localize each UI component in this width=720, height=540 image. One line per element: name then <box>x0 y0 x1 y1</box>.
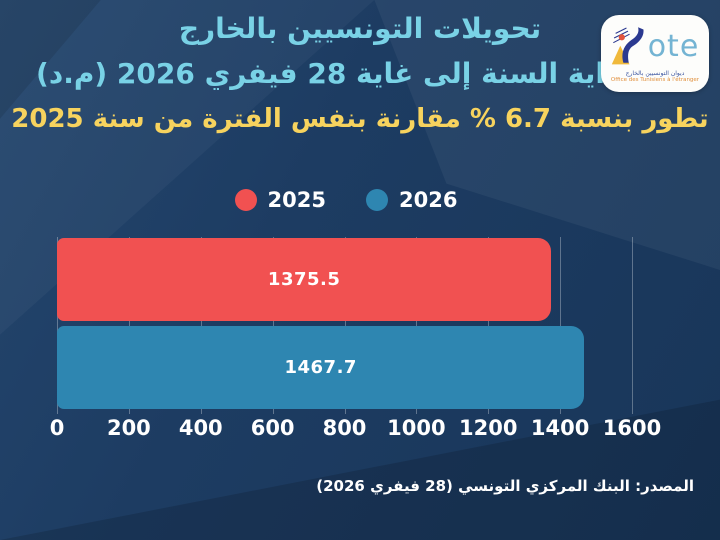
ote-logo: ote ديوان التونسيين بالخارج Office des T… <box>601 15 709 92</box>
gridline <box>416 237 418 414</box>
bar-2025: 1375.5 <box>57 238 552 321</box>
gridline <box>560 237 562 414</box>
ote-french-name: Office des Tunisiens à l'étranger <box>610 76 700 83</box>
legend-dot-2025 <box>234 189 257 211</box>
bar-2025-value: 1375.5 <box>267 269 341 290</box>
x-tick-label: 0 <box>49 416 65 440</box>
legend-label-2026: 2026 <box>399 188 458 212</box>
gridline <box>57 237 58 414</box>
gridline <box>128 237 130 414</box>
ote-logo-row: ote <box>611 24 700 70</box>
x-axis-ticks: 0 200 400 600 800 1000 1200 1400 1600 <box>50 416 662 442</box>
x-tick-label: 1000 <box>387 416 446 440</box>
source-caption: المصدر: البنك المركزي التونسي (28 فيفري … <box>316 477 694 495</box>
bar-chart-plot-area: 1375.5 1467.7 <box>57 237 633 414</box>
ote-wordmark: ote <box>647 29 700 65</box>
bar-2026-value: 1467.7 <box>284 357 357 378</box>
legend-dot-2026 <box>366 189 388 211</box>
growth-subtitle: تطور بنسبة 6.7 % مقارنة بنفس الفترة من س… <box>11 103 709 134</box>
chart-legend: 2025 2026 <box>0 188 706 212</box>
gridline <box>200 237 202 414</box>
x-tick-label: 600 <box>250 416 295 440</box>
gridline <box>632 237 633 414</box>
legend-label-2025: 2025 <box>267 188 326 212</box>
gridline <box>272 237 274 414</box>
chart-title-line1: تحويلات التونسيين بالخارج <box>178 12 542 45</box>
gridline <box>344 237 346 414</box>
ote-arabic-name: ديوان التونسيين بالخارج <box>625 69 685 77</box>
header: تحويلات التونسيين بالخارج من بداية السنة… <box>0 6 720 134</box>
ote-figure-icon <box>611 24 645 70</box>
x-tick-label: 1200 <box>459 416 518 440</box>
x-tick-label: 1600 <box>602 416 662 440</box>
x-tick-label: 400 <box>178 416 223 440</box>
x-tick-label: 1400 <box>530 416 590 440</box>
legend-item-2025: 2025 <box>234 188 326 212</box>
legend-item-2026: 2026 <box>366 188 457 212</box>
x-tick-label: 200 <box>106 416 151 440</box>
x-tick-label: 800 <box>322 416 367 440</box>
bar-2026: 1467.7 <box>57 326 585 409</box>
gridline <box>488 237 490 414</box>
